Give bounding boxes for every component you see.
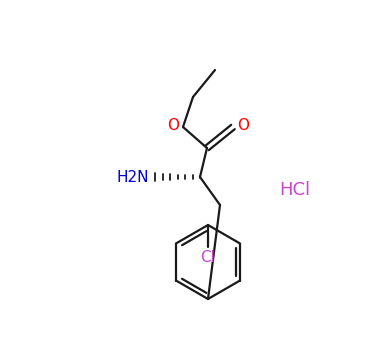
Text: HCl: HCl — [279, 181, 310, 199]
Text: O: O — [237, 119, 249, 133]
Text: O: O — [167, 119, 179, 133]
Text: Cl: Cl — [201, 250, 215, 264]
Text: H2N: H2N — [117, 169, 149, 185]
